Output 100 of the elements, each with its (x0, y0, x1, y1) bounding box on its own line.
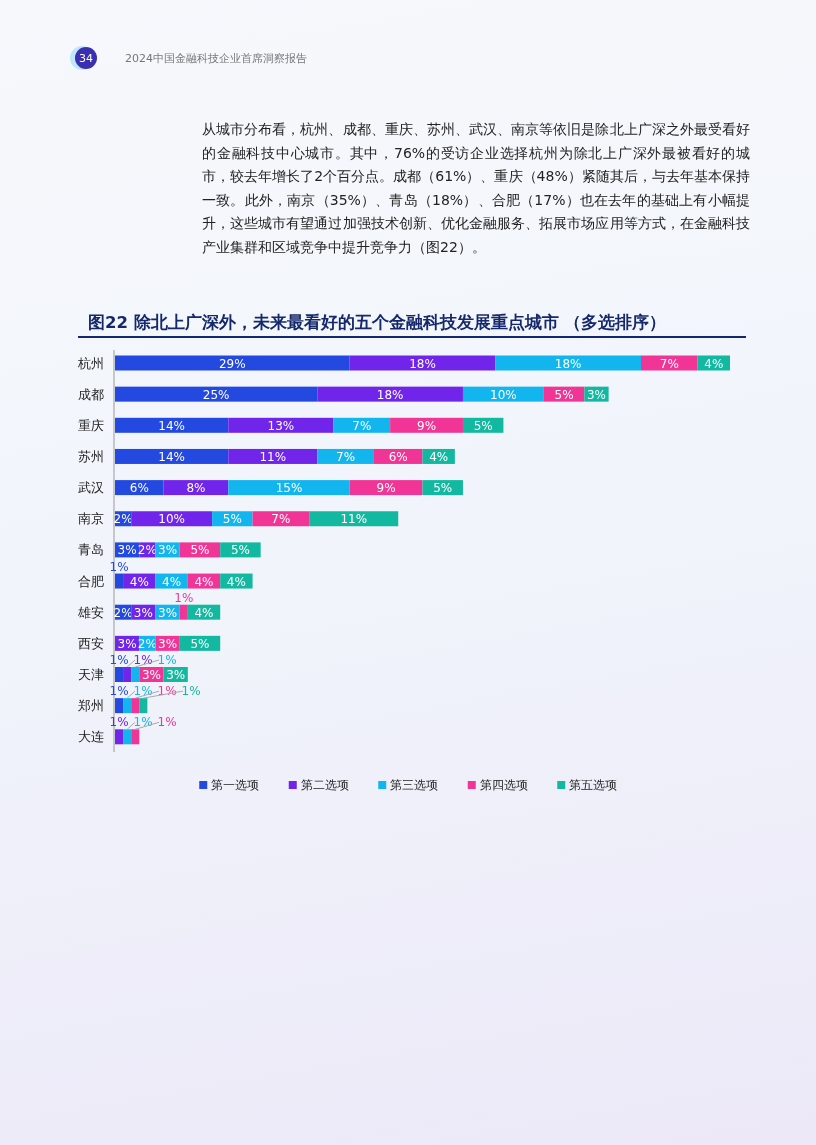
data-label: 14% (158, 418, 185, 433)
data-label: 4% (194, 605, 214, 620)
y-tick-label: 杭州 (77, 355, 104, 371)
data-label: 10% (490, 387, 517, 402)
bar (115, 355, 350, 371)
data-label: 18% (409, 356, 436, 371)
data-label: 3% (141, 668, 161, 682)
legend-label: 第五选项 (569, 778, 618, 792)
bar (228, 417, 334, 433)
data-label: 3% (117, 543, 137, 558)
data-label: 4% (162, 574, 182, 589)
data-label: 8% (186, 481, 206, 496)
data-label: 11% (259, 449, 287, 464)
bar (349, 480, 423, 496)
bar (228, 480, 350, 496)
bar (115, 573, 124, 589)
data-label: 4% (194, 574, 214, 589)
bar (640, 355, 698, 371)
bar (123, 667, 132, 682)
chart-title: 图22 除北上广深外，未来最看好的五个金融科技发展重点城市 （多选排序） (88, 313, 667, 332)
data-label: 6% (388, 449, 408, 464)
bar (115, 667, 124, 682)
data-label: 1% (133, 684, 153, 699)
bar (115, 698, 124, 714)
bar (317, 448, 374, 464)
data-label: 1% (109, 684, 129, 699)
bar (123, 698, 132, 714)
legend-label: 第四选项 (479, 778, 528, 792)
data-label: 4% (129, 574, 149, 589)
y-tick-label: 天津 (78, 667, 104, 682)
bar (115, 729, 124, 745)
bar (349, 355, 496, 371)
bar (179, 604, 188, 620)
data-label: 4% (704, 356, 724, 371)
y-tick-label: 雄安 (77, 604, 104, 620)
data-label: 3% (117, 636, 137, 651)
bar (131, 698, 140, 714)
text: 2024中国金融科技企业首席洞察报告 (125, 52, 307, 65)
bar (390, 417, 463, 433)
y-tick-label: 青岛 (78, 542, 104, 558)
data-label: 3% (158, 636, 178, 651)
legend-label: 第二选项 (300, 778, 349, 792)
data-label: 1% (157, 715, 177, 730)
data-label: 18% (376, 387, 404, 402)
data-label: 5% (554, 387, 574, 402)
data-label: 5% (190, 543, 210, 558)
y-tick-label: 西安 (78, 635, 104, 651)
data-label: 3% (158, 543, 178, 558)
legend-label: 第一选项 (211, 778, 260, 792)
data-label: 3% (158, 605, 178, 620)
data-label: 18% (554, 356, 582, 371)
bar (131, 667, 140, 682)
bar (309, 511, 399, 527)
y-tick-label: 南京 (78, 511, 104, 527)
bar (495, 355, 641, 371)
bar (123, 729, 132, 745)
data-label: 14% (158, 449, 185, 464)
legend-label: 第三选项 (390, 778, 439, 792)
y-tick-label: 大连 (78, 729, 104, 745)
data-label: 1% (133, 715, 153, 730)
y-tick-label: 重庆 (78, 417, 104, 433)
data-label: 25% (202, 387, 230, 402)
data-label: 1% (109, 715, 129, 730)
y-tick-label: 郑州 (78, 698, 104, 714)
data-label: 1% (157, 653, 177, 667)
data-label: 29% (219, 356, 246, 371)
data-label: 1% (133, 653, 153, 667)
data-label: 3% (133, 605, 153, 620)
data-label: 5% (190, 636, 210, 651)
data-label: 5% (433, 481, 453, 496)
bar (139, 698, 148, 714)
data-label: 7% (352, 418, 372, 433)
bar (131, 729, 140, 745)
data-label: 9% (376, 481, 396, 496)
data-label: 11% (340, 512, 368, 527)
data-label: 5% (222, 512, 242, 527)
y-tick-label: 武汉 (78, 480, 104, 496)
data-label: 1% (109, 653, 129, 667)
bar (228, 448, 318, 464)
data-label: 1% (157, 684, 177, 699)
y-tick-label: 合肥 (78, 573, 104, 589)
data-label: 7% (271, 512, 291, 527)
data-label: 6% (129, 481, 149, 496)
bar (115, 417, 229, 433)
data-label: 4% (226, 574, 246, 589)
data-label: 3% (586, 387, 606, 402)
bar (115, 386, 318, 402)
data-label: 7% (336, 449, 356, 464)
text: 34 (79, 52, 93, 65)
data-label: 5% (473, 418, 493, 433)
bar (317, 386, 463, 402)
data-label: 13% (267, 418, 295, 433)
data-label: 9% (417, 418, 437, 433)
bar (333, 417, 391, 433)
data-label: 1% (174, 590, 194, 605)
data-label: 10% (158, 512, 185, 527)
bar (115, 448, 229, 464)
y-tick-label: 苏州 (78, 448, 104, 464)
data-label: 1% (109, 559, 129, 574)
data-label: 3% (166, 668, 186, 682)
